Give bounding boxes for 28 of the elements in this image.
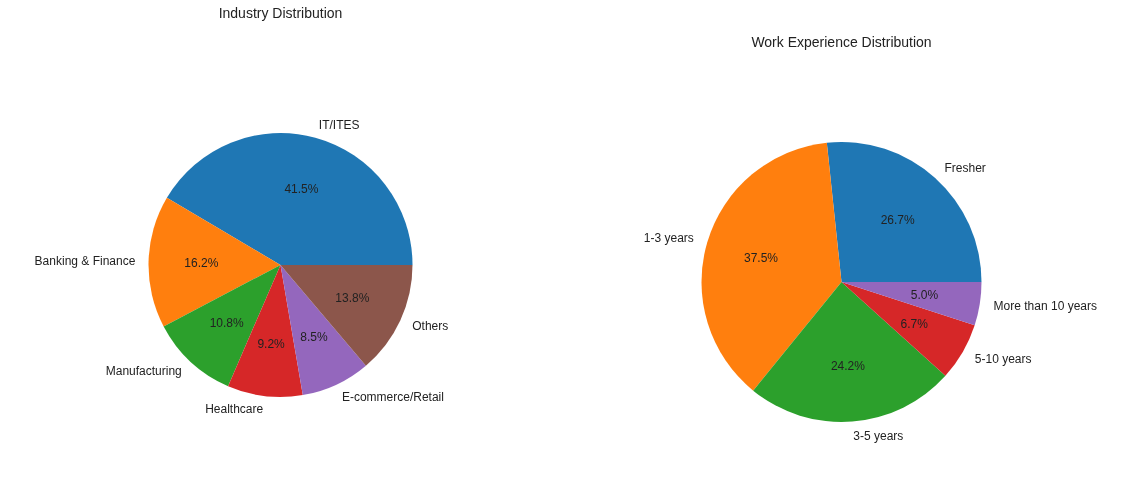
slice-label: 1-3 years: [643, 231, 694, 246]
slice-label: Healthcare: [205, 402, 264, 417]
data-label: 26.7%: [880, 212, 916, 227]
data-label: 24.2%: [830, 358, 866, 373]
slice-label: Others: [412, 319, 449, 333]
slice-label: 3-5 years: [853, 428, 904, 443]
pie-slice: [753, 282, 946, 422]
data-label: 10.8%: [209, 316, 244, 331]
pie-slice: [148, 197, 281, 327]
data-label: 16.2%: [184, 256, 219, 271]
data-label: 6.7%: [900, 317, 929, 332]
slice-label: E-commerce/Retail: [341, 389, 444, 404]
slice-label: Banking & Finance: [34, 254, 136, 269]
data-label: 13.8%: [335, 291, 370, 306]
slice-label: IT/ITES: [318, 117, 360, 132]
slice-label: Fresher: [944, 160, 986, 175]
data-label: 5.0%: [910, 288, 939, 303]
data-label: 9.2%: [257, 336, 286, 351]
pie-slice: [166, 133, 413, 265]
slice-label: 5-10 years: [974, 352, 1032, 367]
chart-title: Industry Distribution: [218, 5, 343, 21]
data-label: 41.5%: [284, 181, 319, 196]
slice-label: Manufacturing: [105, 364, 182, 379]
slice-label: More than 10 years: [993, 299, 1097, 314]
data-label: 37.5%: [743, 251, 779, 266]
data-label: 8.5%: [300, 329, 328, 344]
pie-slice: [841, 282, 982, 326]
chart-title: Work Experience Distribution: [751, 34, 932, 50]
